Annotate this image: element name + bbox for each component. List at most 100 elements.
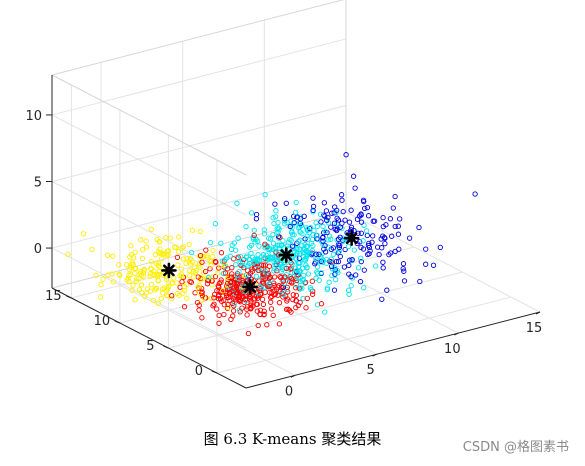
data-point [209,274,215,280]
data-point [299,242,305,249]
data-point [273,208,279,214]
z-tick-label: 0 [34,242,42,257]
data-point [293,268,300,274]
data-point [220,288,226,294]
data-point [437,244,443,251]
data-point [332,226,338,232]
data-point [229,265,235,271]
data-point [290,258,297,265]
data-point [137,269,144,275]
data-point [380,259,386,265]
data-point [89,246,95,253]
axis-grid [51,0,541,389]
data-point [274,242,281,248]
data-point [301,213,307,219]
data-point [187,256,194,262]
data-point [406,235,413,241]
data-point [266,263,273,269]
data-point [192,290,198,296]
data-point [136,287,143,293]
data-point [302,241,308,248]
data-point [348,207,354,213]
data-point [400,266,406,272]
data-point [328,224,334,230]
data-point [338,192,345,198]
data-point [198,275,204,281]
data-point [132,249,138,255]
data-point [318,219,324,225]
data-point [296,246,302,252]
data-point [181,304,188,310]
data-point [321,212,327,218]
data-point [423,246,429,252]
data-point [215,270,221,276]
floor-grid-line [216,296,512,374]
data-point [203,247,209,253]
data-point [396,246,402,252]
data-point [219,258,225,264]
data-point [288,218,294,224]
data-point [267,294,274,301]
data-point [224,305,231,312]
data-point [183,281,190,287]
data-point [171,244,178,251]
data-point [196,282,202,289]
data-point [324,229,330,236]
data-point [251,232,257,239]
data-point [268,299,274,305]
data-point [321,200,327,206]
data-point [228,246,235,253]
data-point [340,208,346,215]
data-point [366,240,372,247]
data-point [262,289,268,295]
data-point [156,271,162,278]
data-point [187,278,193,285]
data-point [235,235,241,241]
y-tick-label: 5 [146,339,154,354]
data-point [141,266,148,272]
data-point [163,251,169,257]
data-point [379,296,385,302]
back-wall-grid-line [51,38,347,116]
data-point [233,247,239,253]
data-point [275,219,281,226]
box-edge [51,211,347,289]
data-point [326,279,332,285]
data-point [309,248,315,254]
back-wall-grid-line [51,105,347,182]
data-point [325,214,331,221]
y-tick-mark [163,345,169,349]
data-point [397,216,403,222]
data-point [153,285,159,291]
data-point [196,307,202,313]
data-point [285,239,292,245]
data-point [293,298,299,304]
data-point [362,205,368,212]
data-point [331,287,338,293]
data-point [331,220,338,226]
data-point [222,270,229,276]
data-point [245,267,251,274]
x-tick-mark [372,353,377,357]
data-point [293,285,299,291]
data-point [211,295,217,301]
data-point [116,262,122,268]
data-point [154,236,160,243]
data-point [417,278,423,285]
data-point [275,225,281,231]
data-point [364,232,370,239]
centroid-asterisk [343,230,360,246]
x-tick-mark [290,374,296,378]
data-point [153,260,159,267]
data-point [132,270,138,277]
data-point [392,193,398,200]
data-point [116,271,122,277]
data-point [336,244,343,251]
data-point [335,250,341,256]
data-point [199,292,206,299]
data-point [147,288,153,294]
tick-labels: 0 5 10 15 0 5 10 15 0 5 10 [25,109,542,399]
data-point [148,265,154,272]
y-tick-label: 0 [195,364,203,379]
